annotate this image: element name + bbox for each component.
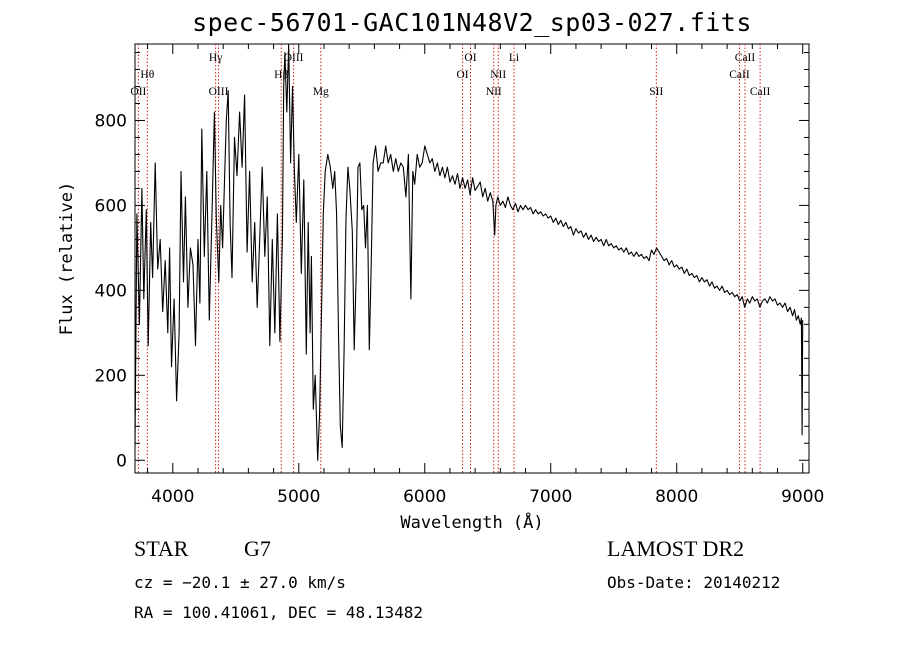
spectral-line-label: SII [649,86,663,98]
x-tick-label: 5000 [277,487,320,507]
plot-title: spec-56701-GAC101N48V2_sp03-027.fits [192,8,752,37]
redshift-readout: cz = −20.1 ± 27.0 km/s [134,573,346,592]
coordinates-readout: RA = 100.41061, DEC = 48.13482 [134,603,423,622]
plot-frame [134,43,810,474]
spectral-line-label: Mg [313,86,329,98]
spectral-line-label: NII [486,86,502,98]
y-tick-label: 600 [95,196,127,216]
x-tick-label: 9000 [781,487,824,507]
x-axis-label: Wavelength (Å) [400,511,543,533]
spectral-line-label: OIII [209,86,229,98]
survey-label: LAMOST DR2 [607,536,745,561]
spectral-line-label: CaII [729,69,750,81]
object-subclass: G7 [244,536,271,561]
spectral-line-label: Hγ [209,52,222,64]
x-tick-label: 6000 [403,487,446,507]
x-tick-label: 4000 [151,487,194,507]
spectral-line-label: OII [130,86,146,98]
spectral-line-label: NII [490,69,506,81]
y-tick-label: 400 [95,281,127,301]
y-tick-label: 0 [116,451,127,471]
spectral-line-label: CaII [750,86,771,98]
spectral-line-label: OIII [284,52,304,64]
spectral-line-label: Li [509,52,519,64]
y-tick-label: 800 [95,111,127,131]
spectral-line-label: Hβ [274,69,288,81]
spectrum-series [134,43,804,461]
x-tick-label: 7000 [529,487,572,507]
spectral-line-label: CaII [735,52,756,64]
x-tick-label: 8000 [655,487,698,507]
observation-date: Obs-Date: 20140212 [607,573,781,592]
spectral-line-label: OI [464,52,476,64]
object-class: STAR [134,536,189,561]
y-axis-label: Flux (relative) [57,182,77,336]
y-tick-label: 200 [95,366,127,386]
spectral-line-label: OI [456,69,468,81]
spectral-line-label: Hθ [140,69,154,81]
